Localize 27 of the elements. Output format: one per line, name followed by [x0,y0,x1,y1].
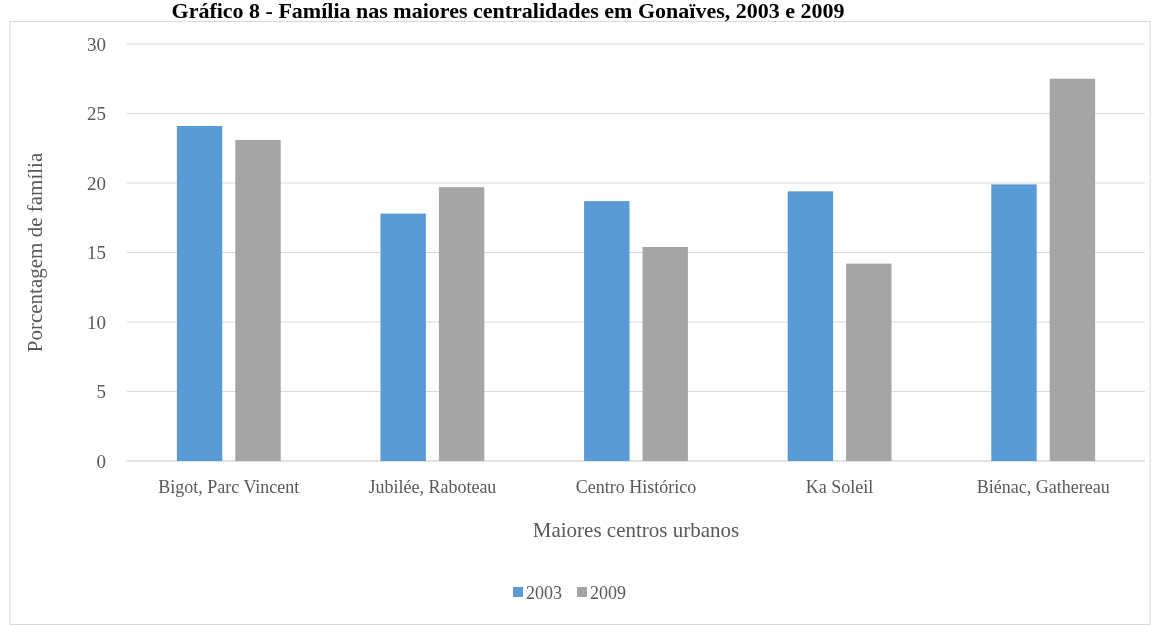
bar [380,213,426,461]
bar [584,201,630,461]
y-tick-label: 25 [87,103,106,125]
x-tick-label: Biénac, Gathereau [976,477,1110,497]
y-tick-label: 30 [87,33,106,55]
y-tick-label: 5 [96,381,106,403]
y-tick-label: 10 [87,311,106,333]
bar [1049,78,1096,461]
y-tick-label: 0 [96,450,106,472]
bar [642,246,688,461]
bar [846,263,892,461]
bar [438,187,485,461]
bar [235,139,281,461]
bar [176,126,223,461]
y-tick-label: 20 [87,172,106,194]
x-tick-label: Centro Histórico [575,477,697,497]
bar [787,191,834,461]
x-tick-label: Ka Soleil [805,477,874,497]
x-tick-label: Bigot, Parc Vincent [158,477,300,497]
y-tick-label: 15 [87,242,106,264]
x-tick-label: Jubilée, Raboteau [368,477,497,497]
y-axis-title: Porcentagem de família [23,152,47,353]
legend-label: 2003 [526,583,562,603]
bar [991,184,1037,461]
legend-label: 2009 [590,583,626,603]
x-axis-title: Maiores centros urbanos [532,518,740,542]
chart-title: Gráfico 8 - Família nas maiores centralidades em Gonaïves, 2003 e 2009 [171,0,845,23]
